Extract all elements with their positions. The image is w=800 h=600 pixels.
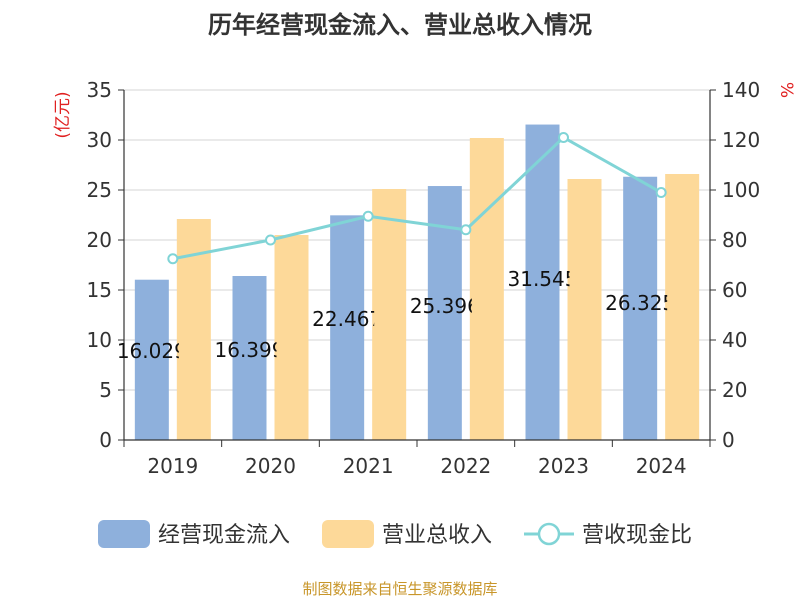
bar-total-revenue — [665, 174, 700, 440]
x-tick-label: 2023 — [538, 454, 589, 478]
left-tick-label: 25 — [87, 178, 112, 202]
bars — [134, 124, 700, 441]
source-note: 制图数据来自恒生聚源数据库 — [302, 580, 497, 598]
legend-label-total-revenue: 营业总收入 — [382, 523, 492, 548]
left-tick-label: 5 — [99, 378, 112, 402]
data-labels: 16.029 16.399 22.467 25.396 31.545 26.325 — [117, 267, 675, 363]
bar-total-revenue — [567, 179, 602, 440]
ratio-point — [265, 234, 276, 246]
ratio-line-path — [172, 135, 662, 261]
right-axis-unit: % — [776, 82, 796, 98]
legend-swatch-cash-inflow — [98, 520, 150, 548]
x-tick-label: 2020 — [245, 454, 296, 478]
chart-title: 历年经营现金流入、营业总收入情况 — [208, 11, 592, 39]
right-tick-label: 40 — [722, 328, 747, 352]
ratio-point — [362, 210, 374, 222]
ratio-point — [460, 224, 472, 236]
legend-label-cash-inflow: 经营现金流入 — [158, 523, 290, 548]
left-tick-label: 15 — [87, 278, 112, 302]
bar-data-label: 31.545 — [508, 267, 578, 291]
right-tick-label: 140 — [722, 78, 760, 102]
left-tick-label: 10 — [87, 328, 112, 352]
bar-data-label: 25.396 — [410, 294, 480, 318]
bar-total-revenue — [469, 138, 504, 440]
bar-cash-inflow — [525, 124, 560, 441]
bar-cash-inflow — [330, 215, 365, 440]
x-tick-label: 2024 — [636, 454, 687, 478]
bar-total-revenue — [372, 189, 407, 440]
left-tick-label: 30 — [87, 128, 112, 152]
legend-swatch-total-revenue — [322, 520, 374, 548]
gridlines — [124, 89, 710, 391]
bar-cash-inflow — [134, 279, 169, 440]
bar-total-revenue — [274, 235, 309, 440]
bar-data-label: 16.399 — [215, 338, 285, 362]
right-tick-label: 60 — [722, 278, 747, 302]
bar-data-label: 26.325 — [605, 291, 675, 315]
left-tick-label: 35 — [87, 78, 112, 102]
left-tick-label: 20 — [87, 228, 112, 252]
right-tick-label: 120 — [722, 128, 760, 152]
legend-label-ratio: 营收现金比 — [582, 523, 692, 548]
bar-data-label: 22.467 — [312, 307, 382, 331]
x-tick-label: 2019 — [147, 454, 198, 478]
right-tick-label: 0 — [722, 428, 735, 452]
left-tick-label: 0 — [99, 428, 112, 452]
ratio-point — [558, 132, 569, 143]
right-tick-label: 20 — [722, 378, 747, 402]
x-tick-label: 2021 — [343, 454, 394, 478]
left-axis-unit: (亿元) — [53, 91, 73, 138]
bar-cash-inflow — [232, 276, 267, 440]
axes: 0 5 10 15 20 25 30 35 0 20 40 60 80 100 120 140 2019 2020… — [87, 78, 761, 478]
bar-cash-inflow — [623, 176, 658, 440]
ratio-line — [167, 132, 667, 265]
legend-marker-ratio — [537, 522, 561, 546]
ratio-point — [167, 253, 179, 265]
legend: 经营现金流入 营业总收入 营收现金比 — [98, 520, 692, 548]
x-tick-label: 2022 — [440, 454, 491, 478]
ratio-point — [655, 187, 667, 198]
bar-data-label: 16.029 — [117, 339, 187, 363]
right-tick-label: 100 — [722, 178, 760, 202]
right-tick-label: 80 — [722, 228, 747, 252]
